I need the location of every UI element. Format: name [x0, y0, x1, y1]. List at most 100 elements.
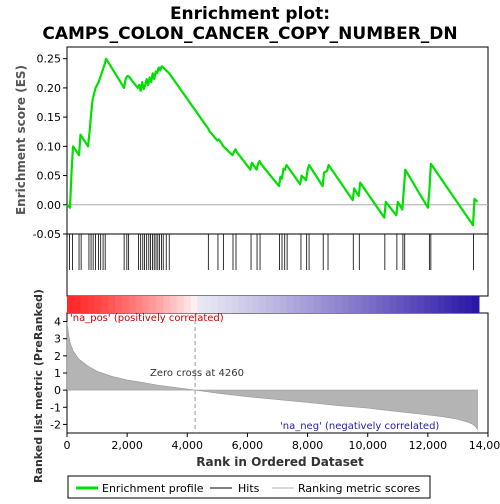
color-bar-segment [342, 296, 349, 313]
metric-y-tick-label: 4 [54, 316, 61, 329]
color-bar-segment [307, 296, 314, 313]
es-y-tick-label: 0.25 [37, 53, 62, 66]
color-bar-segment [472, 296, 479, 313]
na-neg-label: 'na_neg' (negatively correlated) [280, 421, 439, 432]
color-bar-segment [67, 296, 74, 313]
color-bar-segment [376, 296, 383, 313]
color-bar-segment [239, 296, 246, 313]
color-bar-segment [108, 296, 115, 313]
color-bar-segment [273, 296, 280, 313]
color-bar-segment [424, 296, 431, 313]
color-bar-segment [177, 296, 184, 313]
color-bar-segment [163, 296, 170, 313]
color-bar-segment [122, 296, 129, 313]
color-bar-segment [280, 296, 287, 313]
color-bar-segment [81, 296, 88, 313]
color-bar-segment [390, 296, 397, 313]
color-bar-segment [101, 296, 108, 313]
chart-title-line2: CAMPS_COLON_CANCER_COPY_NUMBER_DN [42, 24, 457, 44]
color-bar-segment [328, 296, 335, 313]
es-y-tick-label: -0.05 [33, 228, 61, 241]
legend-label-profile: Enrichment profile [102, 482, 204, 495]
color-bar-segment [211, 296, 218, 313]
x-tick-label: 2,000 [111, 439, 143, 452]
color-bar-segment [191, 296, 198, 313]
color-bar-segment [294, 296, 301, 313]
es-panel-frame [67, 47, 488, 234]
es-y-tick-label: 0.10 [37, 140, 62, 153]
color-bar-segment [156, 296, 163, 313]
x-tick-label: 14,000 [469, 439, 500, 452]
x-axis-label: Rank in Ordered Dataset [196, 455, 364, 469]
legend-label-hits: Hits [238, 482, 260, 495]
color-bar-segment [94, 296, 101, 313]
hits-panel-frame [67, 234, 488, 296]
color-bar-segment [259, 296, 266, 313]
na-pos-label: 'na_pos' (positively correlated) [70, 313, 224, 324]
color-bar-segment [149, 296, 156, 313]
zero-cross-label: Zero cross at 4260 [150, 368, 244, 379]
es-y-axis: 0.25 0.20 0.15 0.10 0.05 0.00 -0.05 [33, 53, 67, 241]
metric-y-axis: 4 3 2 1 0 -1 -2 [50, 316, 67, 432]
color-bar-segment [452, 296, 459, 313]
color-bar-segment [369, 296, 376, 313]
x-tick-label: 0 [64, 439, 71, 452]
x-tick-label: 4,000 [172, 439, 204, 452]
color-bar-segment [314, 296, 321, 313]
es-y-axis-label: Enrichment score (ES) [14, 65, 28, 215]
color-bar-segment [204, 296, 211, 313]
x-tick-label: 8,000 [292, 439, 324, 452]
color-bar-segment [218, 296, 225, 313]
x-tick-label: 6,000 [232, 439, 264, 452]
metric-y-tick-label: -1 [50, 401, 61, 414]
color-bar-segment [252, 296, 259, 313]
es-y-tick-label: 0.20 [37, 82, 62, 95]
color-bar-segment [136, 296, 143, 313]
chart-title-line1: Enrichment plot: [170, 4, 330, 24]
color-bar-segment [349, 296, 356, 313]
color-bar-segment [115, 296, 122, 313]
legend: Enrichment profile Hits Ranking metric s… [68, 476, 430, 498]
metric-y-tick-label: -2 [50, 418, 61, 431]
x-tick-label: 12,000 [409, 439, 448, 452]
legend-label-metric: Ranking metric scores [298, 482, 420, 495]
color-bar-segment [417, 296, 424, 313]
color-bar-segment [383, 296, 390, 313]
color-bar-segment [300, 296, 307, 313]
color-bar-segment [184, 296, 191, 313]
metric-y-tick-label: 2 [54, 350, 61, 363]
metric-y-tick-label: 3 [54, 333, 61, 346]
color-bar-segment [438, 296, 445, 313]
color-bar-segment [431, 296, 438, 313]
correlation-color-bar [67, 296, 479, 313]
color-bar-segment [74, 296, 81, 313]
color-bar-segment [170, 296, 177, 313]
es-y-tick-label: 0.05 [37, 170, 62, 183]
color-bar-segment [225, 296, 232, 313]
color-bar-segment [246, 296, 253, 313]
metric-panel-frame [67, 313, 488, 433]
color-bar-segment [197, 296, 204, 313]
color-bar-segment [129, 296, 136, 313]
color-bar-segment [362, 296, 369, 313]
color-bar-segment [465, 296, 472, 313]
color-bar-segment [410, 296, 417, 313]
es-y-tick-label: 0.00 [37, 199, 62, 212]
color-bar-segment [355, 296, 362, 313]
color-bar-segment [266, 296, 273, 313]
color-bar-segment [88, 296, 95, 313]
metric-y-axis-label: Ranked list metric (PreRanked) [32, 289, 45, 483]
color-bar-segment [397, 296, 404, 313]
es-y-tick-label: 0.15 [37, 111, 62, 124]
color-bar-segment [458, 296, 465, 313]
color-bar-segment [335, 296, 342, 313]
color-bar-segment [403, 296, 410, 313]
color-bar-segment [445, 296, 452, 313]
metric-y-tick-label: 1 [54, 367, 61, 380]
color-bar-segment [287, 296, 294, 313]
color-bar-segment [321, 296, 328, 313]
metric-y-tick-label: 0 [54, 384, 61, 397]
